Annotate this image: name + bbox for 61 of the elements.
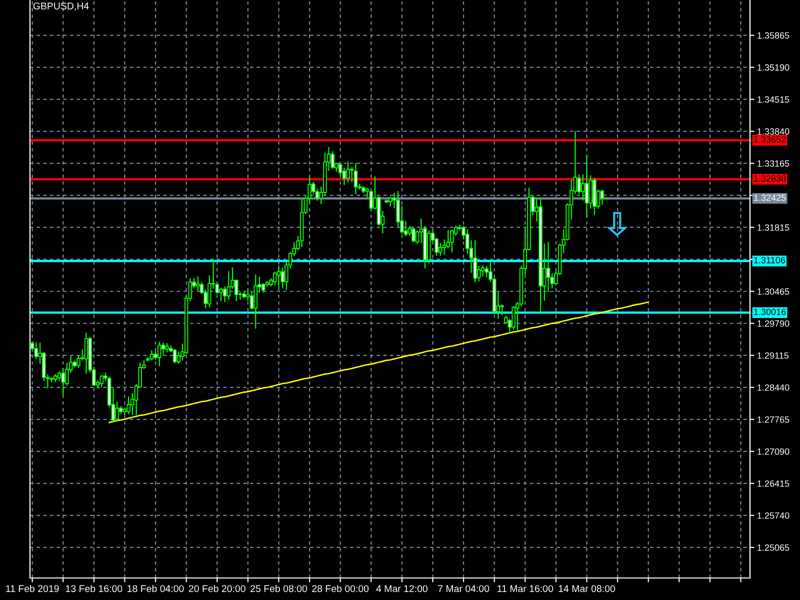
x-tick-label: 25 Feb 08:00 <box>250 584 307 592</box>
y-tick-label: 1.25065 <box>758 544 790 551</box>
x-tick-label: 18 Feb 04:00 <box>128 584 184 592</box>
x-tick-label: 14 Mar 08:00 <box>558 585 616 592</box>
x-tick-label: 28 Feb 00:00 <box>312 584 369 592</box>
line-series <box>108 301 650 424</box>
candlestick <box>584 155 589 217</box>
y-tick-label: 1.27765 <box>758 416 790 423</box>
y-tick-label: 1.26415 <box>758 480 790 487</box>
candlestick <box>254 274 258 329</box>
candlestick <box>150 350 154 360</box>
y-tick-label: 1.35190 <box>758 64 790 71</box>
candlestick <box>354 163 358 194</box>
x-tick-label: 4 Mar 12:00 <box>376 585 428 592</box>
candlestick <box>473 240 477 282</box>
y-tick-label: 1.28440 <box>758 384 790 391</box>
candlestick <box>100 375 104 388</box>
candlestick <box>276 265 281 288</box>
chart-title: GBPUSD,H4 <box>33 2 89 11</box>
candlestick <box>581 174 585 201</box>
y-tick-label: 1.29790 <box>758 320 790 327</box>
y-tick-label: 1.33840 <box>758 128 790 135</box>
candlestick <box>412 227 416 242</box>
x-tick-label: 11 Mar 16:00 <box>498 585 554 592</box>
candlestick <box>158 342 162 366</box>
ref-line-label: 1.31106 <box>754 257 786 264</box>
candlestick <box>219 288 223 302</box>
y-tick-label: 1.34515 <box>758 96 790 103</box>
x-tick-label: 20 Feb 20:00 <box>188 584 246 592</box>
candlestick <box>450 229 454 252</box>
candlestick <box>280 268 284 288</box>
candlestick <box>84 332 88 374</box>
candlestick <box>546 242 550 292</box>
candlestick <box>196 276 200 291</box>
candlestick <box>512 306 516 330</box>
x-tick-label: 13 Feb 16:00 <box>66 584 122 592</box>
candlestick <box>500 304 504 316</box>
candlestick <box>346 162 350 182</box>
x-tick-label: 7 Mar 04:00 <box>438 585 490 592</box>
y-tick-label: 1.35865 <box>758 32 790 39</box>
y-tick-label: 1.27090 <box>758 448 790 455</box>
candlestick <box>330 151 334 169</box>
candlestick <box>61 368 65 396</box>
candlestick <box>222 286 227 302</box>
ref-line-label: 1.32425 <box>754 194 786 201</box>
ref-line-label: 1.30016 <box>754 308 786 316</box>
x-tick-label: 11 Feb 2019 <box>6 584 59 592</box>
y-tick-label: 1.29115 <box>758 352 789 359</box>
candlestick <box>172 348 177 364</box>
y-tick-label: 1.25740 <box>758 512 790 519</box>
y-tick-label: 1.33165 <box>758 160 790 167</box>
candlestick <box>115 402 119 422</box>
ref-line-label: 1.33652 <box>754 136 786 143</box>
y-tick-label: 1.30465 <box>758 288 790 295</box>
candlestick <box>438 242 442 256</box>
candlestick <box>161 342 166 355</box>
candlestick <box>600 190 604 205</box>
y-tick-label: 1.31815 <box>758 224 790 231</box>
ref-line-label: 1.32830 <box>754 175 786 182</box>
candlestick <box>126 396 130 414</box>
candlestick <box>226 271 231 300</box>
